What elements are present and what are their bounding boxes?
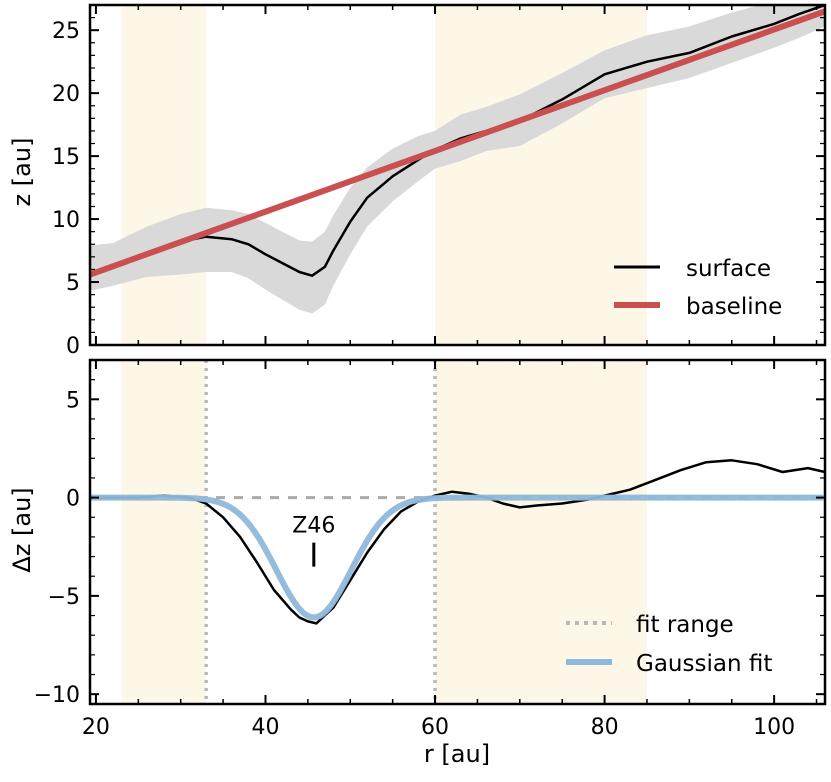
- x-tick-label-80: 80: [591, 715, 619, 740]
- top-panel: 0 5 10 15 20 25 z [au] surface baseline: [8, 3, 827, 359]
- top-y-tick-label-25: 25: [52, 19, 80, 44]
- baseline-line: [90, 8, 825, 278]
- top-ticks: 0 5 10 15 20 25: [52, 4, 825, 359]
- top-legend: surface baseline: [614, 256, 782, 320]
- legend-label-surface: surface: [686, 256, 771, 282]
- top-panel-frame: [88, 3, 827, 347]
- top-y-tick-label-15: 15: [52, 145, 80, 170]
- x-tick-label-100: 100: [753, 715, 795, 740]
- bottom-shaded-region-0: [121, 360, 207, 704]
- top-y-axis-label: z [au]: [8, 138, 36, 207]
- z46-label: Z46: [292, 514, 335, 539]
- bottom-y-axis-label: Δz [au]: [8, 487, 36, 572]
- legend-label-fit-range: fit range: [636, 612, 734, 638]
- bottom-y-tick-label-0: 0: [66, 487, 80, 512]
- bottom-shaded-region-1: [435, 360, 647, 704]
- bottom-shaded-regions: [121, 360, 647, 704]
- bottom-ticks: 20 40 60 80 100 −10 −5 0 5: [34, 359, 825, 740]
- top-uncertainty-band: [90, 5, 825, 314]
- x-axis-label: r [au]: [424, 740, 490, 768]
- legend-label-baseline: baseline: [686, 294, 782, 320]
- surface-uncertainty-band: [90, 5, 825, 314]
- top-y-tick-label-20: 20: [52, 82, 80, 107]
- z46-annotation: Z46: [292, 514, 335, 567]
- x-tick-label-40: 40: [251, 715, 279, 740]
- x-tick-label-20: 20: [82, 715, 110, 740]
- bottom-panel: 20 40 60 80 100 −10 −5 0 5 Δz [au] r [au] Z46 fi…: [8, 358, 827, 768]
- gaussian-fit-line: [90, 494, 824, 621]
- top-y-tick-label-5: 5: [66, 271, 80, 296]
- top-y-tick-label-10: 10: [52, 208, 80, 233]
- top-shaded-region-0: [121, 5, 207, 345]
- top-lines: [90, 5, 825, 278]
- legend-label-gaussian-fit: Gaussian fit: [636, 651, 772, 677]
- x-tick-label-60: 60: [421, 715, 449, 740]
- bottom-legend: fit range Gaussian fit: [566, 612, 772, 677]
- bottom-y-tick-label-5: 5: [66, 388, 80, 413]
- bottom-y-tick-label--5: −5: [48, 585, 80, 610]
- surface-line: [90, 5, 825, 277]
- bottom-y-tick-label--10: −10: [34, 683, 80, 708]
- top-y-tick-label-0: 0: [66, 334, 80, 359]
- bottom-lines: [90, 360, 825, 704]
- bottom-panel-frame: [88, 358, 827, 706]
